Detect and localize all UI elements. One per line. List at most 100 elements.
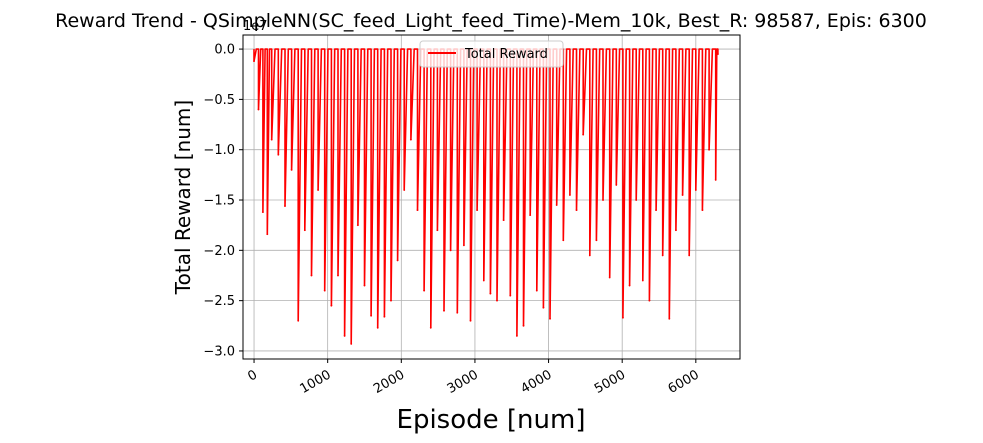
data-point bbox=[628, 284, 631, 287]
y-axis-offset-label: 1e7 bbox=[243, 19, 268, 34]
data-point bbox=[390, 299, 392, 302]
x-tick-label: 4000 bbox=[518, 367, 554, 397]
data-point bbox=[489, 292, 492, 295]
data-point bbox=[469, 319, 472, 322]
data-point bbox=[303, 229, 306, 232]
legend-box bbox=[419, 40, 564, 68]
y-tick-label: −1.0 bbox=[203, 143, 235, 158]
data-point bbox=[509, 294, 512, 297]
data-point bbox=[443, 309, 445, 312]
data-point bbox=[356, 224, 359, 227]
data-point bbox=[337, 274, 339, 277]
data-point bbox=[330, 304, 333, 307]
data-point bbox=[602, 199, 604, 201]
data-point bbox=[383, 315, 386, 318]
data-point bbox=[261, 211, 264, 213]
y-axis-ticks: 0.0 −0.5 −1.0 −1.5 −2.0 −2.5 −3.0 bbox=[203, 43, 243, 359]
data-point bbox=[482, 279, 485, 282]
data-point bbox=[317, 189, 320, 191]
data-point bbox=[708, 148, 710, 151]
data-point bbox=[701, 209, 704, 211]
data-point bbox=[668, 317, 671, 320]
y-tick-label: −1.5 bbox=[203, 194, 235, 209]
data-point bbox=[284, 205, 286, 207]
x-tick-label: 0 bbox=[245, 367, 260, 384]
data-point bbox=[436, 229, 439, 232]
data-point bbox=[270, 138, 273, 141]
data-point bbox=[635, 199, 638, 201]
x-tick-label: 6000 bbox=[666, 367, 702, 397]
x-axis-label: Episode [num] bbox=[397, 405, 586, 435]
data-point bbox=[595, 239, 598, 242]
data-point bbox=[323, 289, 326, 292]
data-point bbox=[648, 299, 651, 302]
data-point bbox=[681, 194, 684, 196]
series-line-total-reward bbox=[253, 48, 719, 345]
data-point bbox=[416, 209, 419, 211]
data-point bbox=[535, 289, 538, 292]
data-point bbox=[456, 311, 459, 314]
data-point bbox=[688, 254, 691, 257]
data-point bbox=[449, 249, 452, 252]
data-point bbox=[575, 209, 578, 211]
data-point bbox=[257, 108, 260, 111]
data-point bbox=[396, 259, 399, 262]
data-point bbox=[655, 209, 657, 211]
data-point bbox=[549, 317, 551, 320]
data-point bbox=[476, 209, 479, 211]
data-point bbox=[522, 324, 525, 327]
y-axis-label: Total Reward [num] bbox=[171, 100, 195, 295]
data-point bbox=[562, 239, 565, 242]
data-point bbox=[622, 316, 624, 319]
data-point bbox=[641, 279, 644, 282]
data-point bbox=[542, 306, 545, 309]
y-tick-label: −2.5 bbox=[203, 294, 235, 309]
data-point bbox=[409, 138, 412, 141]
data-point bbox=[555, 204, 558, 206]
x-tick-label: 2000 bbox=[371, 367, 407, 397]
plot-area bbox=[253, 48, 719, 345]
data-point bbox=[661, 254, 664, 257]
y-tick-label: −3.0 bbox=[203, 344, 235, 359]
data-point bbox=[717, 53, 719, 56]
data-point bbox=[370, 314, 373, 317]
x-tick-label: 1000 bbox=[298, 367, 334, 397]
data-point bbox=[582, 133, 585, 136]
data-point bbox=[502, 219, 505, 222]
data-point bbox=[529, 214, 532, 217]
data-point bbox=[694, 189, 697, 191]
x-tick-label: 3000 bbox=[445, 367, 481, 397]
data-point bbox=[569, 194, 571, 196]
data-point bbox=[608, 276, 611, 279]
data-point bbox=[516, 334, 518, 337]
x-tick-label: 5000 bbox=[592, 367, 628, 397]
y-tick-label: −0.5 bbox=[203, 93, 235, 108]
chart-title: Reward Trend - QSimpleNN(SC_feed_Light_f… bbox=[55, 10, 927, 32]
data-point bbox=[253, 60, 255, 63]
data-point bbox=[343, 334, 346, 337]
legend: Total Reward bbox=[419, 40, 564, 68]
data-point bbox=[297, 319, 300, 322]
data-point bbox=[363, 284, 366, 287]
data-point bbox=[290, 168, 293, 171]
data-point bbox=[277, 153, 280, 156]
data-point bbox=[376, 326, 379, 329]
data-point bbox=[266, 233, 269, 236]
x-axis-ticks: 0 1000 2000 3000 4000 5000 6000 bbox=[245, 359, 702, 397]
legend-entry-total-reward: Total Reward bbox=[464, 47, 548, 62]
y-tick-label: −2.0 bbox=[203, 244, 235, 259]
data-point bbox=[615, 184, 618, 186]
data-point bbox=[714, 178, 717, 181]
data-point bbox=[429, 326, 432, 329]
data-point bbox=[310, 274, 313, 277]
data-point bbox=[423, 289, 426, 292]
axes-frame bbox=[242, 34, 741, 360]
y-tick-label: 0.0 bbox=[214, 43, 235, 58]
data-point bbox=[675, 229, 677, 232]
data-point bbox=[588, 254, 591, 257]
data-point bbox=[462, 244, 465, 247]
data-point bbox=[496, 299, 498, 302]
data-point bbox=[403, 189, 406, 191]
data-point bbox=[350, 343, 353, 345]
